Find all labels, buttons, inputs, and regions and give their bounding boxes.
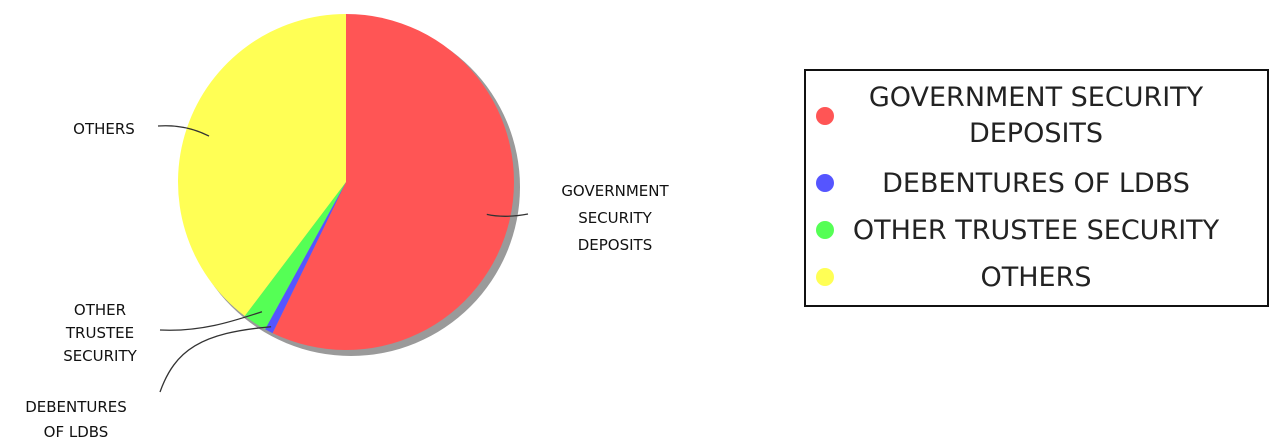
- legend-item-other-trustee-security: OTHER TRUSTEE SECURITY: [816, 215, 1220, 246]
- legend-label-line: OTHER TRUSTEE SECURITY: [853, 215, 1220, 246]
- legend-swatch: [816, 221, 834, 239]
- legend-label-line: GOVERNMENT SECURITY: [869, 82, 1204, 113]
- legend-swatch: [816, 107, 834, 125]
- legend-item-debentures-of-ldbs: DEBENTURES OF LDBS: [816, 168, 1190, 199]
- slice-label-other-trustee-security: OTHER TRUSTEE SECURITY: [63, 301, 137, 365]
- legend-item-others: OTHERS: [816, 262, 1092, 293]
- pie-slice-debentures-of-ldbs[interactable]: [265, 182, 346, 334]
- leader-line-debentures-of-ldbs: [159, 326, 272, 393]
- legend-label-line: DEPOSITS: [969, 118, 1103, 149]
- slice-label-line: OTHER: [74, 301, 126, 319]
- leader-line-other-trustee-security: [159, 311, 263, 331]
- legend-box: [804, 69, 1269, 307]
- legend-label: OTHER TRUSTEE SECURITY: [853, 215, 1220, 246]
- legend-item-government-security-deposits: GOVERNMENT SECURITY DEPOSITS: [816, 82, 1204, 149]
- pie-slice-other-trustee-security[interactable]: [244, 182, 346, 330]
- legend-label-line: DEBENTURES OF LDBS: [882, 168, 1190, 199]
- legend-swatch: [816, 174, 834, 192]
- slice-label-line: TRUSTEE: [65, 324, 134, 342]
- slice-label-line: OF LDBS: [44, 423, 109, 439]
- slice-label-debentures-of-ldbs: DEBENTURES OF LDBS: [25, 398, 127, 439]
- pie-slice-others[interactable]: [177, 14, 346, 317]
- slice-labels: GOVERNMENT SECURITY DEPOSITS DEBENTURES OF L…: [25, 120, 669, 439]
- legend: GOVERNMENT SECURITY DEPOSITS DEBENTURES OF…: [804, 69, 1269, 307]
- slice-label-line: GOVERNMENT: [561, 182, 669, 200]
- slice-label-line: SECURITY: [578, 209, 652, 227]
- slice-label-others: OTHERS: [73, 120, 135, 138]
- slice-label-government-security-deposits: GOVERNMENT SECURITY DEPOSITS: [561, 182, 669, 254]
- slice-label-line: OTHERS: [73, 120, 135, 138]
- slice-label-line: SECURITY: [63, 347, 137, 365]
- leader-line-others: [157, 125, 210, 137]
- pie-slices: [177, 14, 515, 350]
- legend-swatch: [816, 268, 834, 286]
- leader-line-government-security-deposits: [486, 213, 529, 217]
- legend-label: OTHERS: [980, 262, 1091, 293]
- slice-label-line: DEBENTURES: [25, 398, 127, 416]
- legend-label-line: OTHERS: [980, 262, 1091, 293]
- label-leader-lines: [157, 125, 529, 393]
- legend-label: DEBENTURES OF LDBS: [882, 168, 1190, 199]
- slice-label-line: DEPOSITS: [578, 236, 653, 254]
- legend-label: GOVERNMENT SECURITY DEPOSITS: [869, 82, 1204, 149]
- pie-slice-government-security-deposits[interactable]: [272, 14, 515, 350]
